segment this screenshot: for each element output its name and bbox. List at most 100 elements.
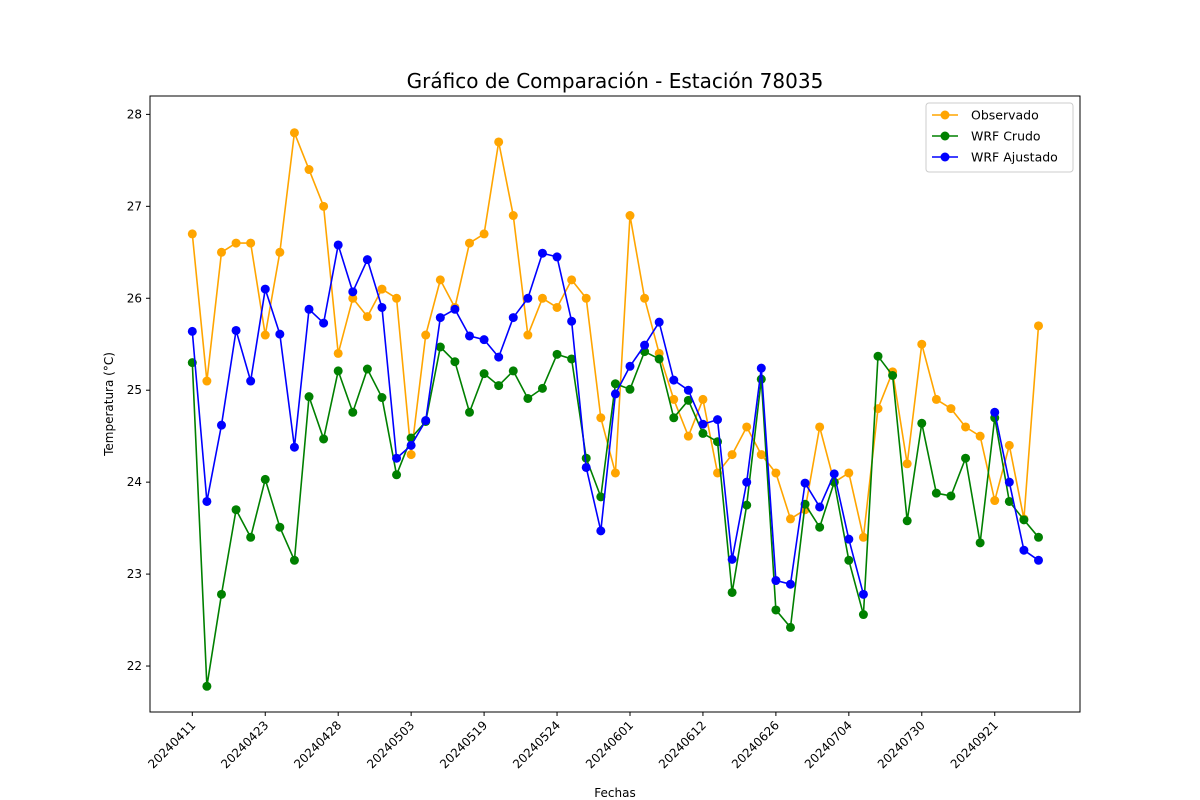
data-point [1034, 555, 1043, 565]
data-point [727, 587, 737, 597]
series-observado [187, 128, 1043, 542]
data-point [216, 420, 226, 430]
data-point [275, 247, 285, 257]
y-tick-label: 24 [127, 475, 142, 489]
data-point [727, 554, 737, 564]
data-point [815, 522, 825, 532]
data-point [771, 605, 781, 615]
data-point [610, 389, 620, 399]
data-point [902, 459, 912, 469]
y-tick-label: 28 [127, 107, 142, 121]
x-tick-label: 20240921 [948, 718, 1001, 771]
data-point [961, 422, 971, 432]
plot-frame [149, 95, 1081, 713]
data-point [785, 579, 795, 589]
data-point [319, 201, 329, 211]
data-point [990, 407, 1000, 417]
x-tick-label: 20240428 [291, 718, 344, 771]
data-point [508, 366, 518, 376]
data-point [289, 555, 299, 565]
data-point [260, 330, 270, 340]
data-point [610, 379, 620, 389]
x-tick-label: 20240612 [656, 718, 709, 771]
series-wrf-crudo [187, 342, 1043, 691]
x-tick-label: 20240730 [875, 718, 928, 771]
data-point [581, 293, 591, 303]
data-point [246, 238, 256, 248]
x-tick-label: 20240519 [437, 718, 490, 771]
data-point [289, 128, 299, 138]
data-point [596, 413, 606, 423]
data-point [669, 375, 679, 385]
data-point [348, 287, 358, 297]
data-point [465, 407, 474, 417]
data-point [1034, 321, 1043, 331]
data-point [435, 313, 445, 323]
data-point [508, 313, 518, 323]
x-tick-label: 20240524 [510, 718, 563, 771]
legend-marker [940, 152, 950, 162]
data-point [654, 317, 664, 327]
data-point [698, 394, 708, 404]
data-point [333, 348, 343, 358]
data-point [567, 354, 577, 364]
data-point [625, 361, 635, 371]
data-point [362, 364, 372, 374]
data-point [785, 622, 795, 632]
data-point [362, 312, 372, 322]
data-point [275, 522, 285, 532]
data-point [479, 335, 489, 345]
data-point [858, 532, 868, 542]
data-point [187, 326, 197, 336]
data-point [917, 418, 927, 428]
chart-title: Gráfico de Comparación - Estación 78035 [407, 69, 824, 93]
y-axis-label: Temperatura (°C) [102, 352, 116, 457]
data-point [1004, 440, 1014, 450]
data-point [304, 392, 314, 402]
data-point [216, 589, 226, 599]
data-point [246, 376, 256, 386]
x-axis: 20240411 20240423 20240428 20240503 20240519… [145, 712, 1001, 771]
data-point [669, 413, 679, 423]
data-point [231, 325, 241, 335]
legend-label: WRF Crudo [971, 129, 1041, 144]
data-point [465, 238, 474, 248]
data-point [494, 137, 504, 147]
data-point [523, 293, 533, 303]
data-point [844, 468, 854, 478]
data-point [931, 488, 941, 498]
data-point [1004, 477, 1014, 487]
data-point [289, 442, 299, 452]
legend-label: Observado [971, 108, 1039, 123]
x-tick-label: 20240704 [802, 718, 855, 771]
data-point [392, 453, 402, 463]
data-point [654, 354, 664, 364]
data-point [567, 316, 577, 326]
data-point [640, 340, 650, 350]
y-tick-label: 26 [127, 291, 142, 305]
data-point [202, 681, 212, 691]
data-point [990, 496, 1000, 506]
data-point [537, 248, 547, 258]
y-tick-label: 25 [127, 383, 142, 397]
data-point [669, 394, 679, 404]
data-point [494, 352, 504, 362]
data-point [362, 255, 372, 265]
data-point [902, 516, 912, 526]
data-point [698, 419, 708, 429]
data-point [800, 478, 810, 488]
data-point [815, 422, 825, 432]
data-point [698, 428, 708, 438]
data-point [1004, 496, 1014, 506]
y-axis: 22 23 24 25 26 27 28 [127, 107, 150, 673]
data-point [319, 434, 329, 444]
data-point [377, 284, 387, 294]
x-tick-label: 20240626 [729, 718, 782, 771]
data-point [479, 369, 489, 379]
data-point [231, 505, 241, 515]
data-point [348, 407, 358, 417]
legend-label: WRF Ajustado [971, 150, 1058, 165]
data-point [683, 431, 693, 441]
data-point [946, 404, 956, 414]
